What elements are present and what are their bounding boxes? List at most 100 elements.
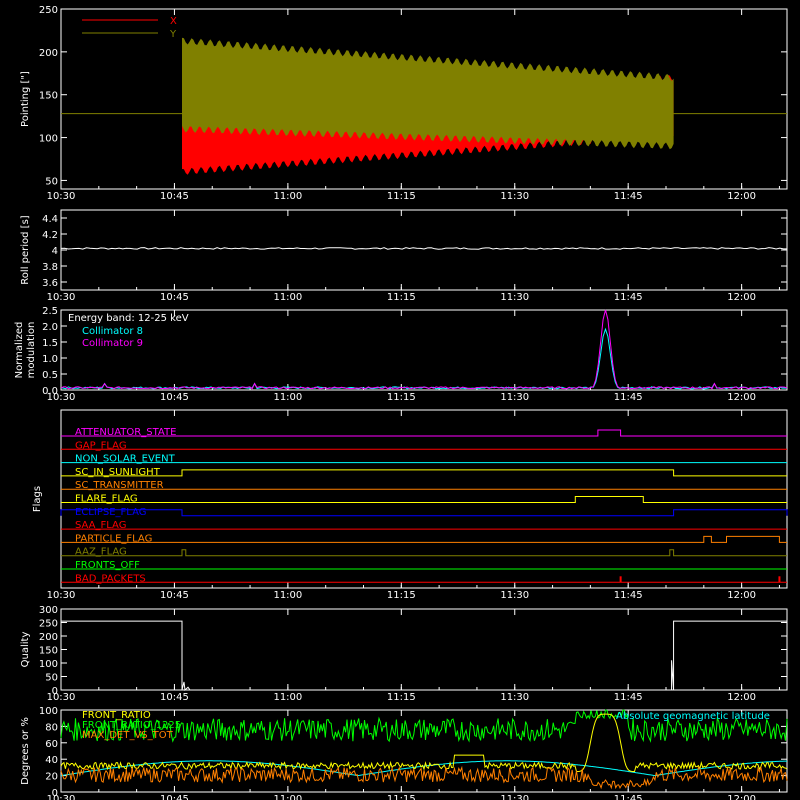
flag-label: BAD_PACKETS <box>75 573 146 584</box>
flag-label: ATTENUATOR_STATE <box>75 427 176 438</box>
y-tick-label: 1.0 <box>42 354 58 365</box>
flag-label: GAP_FLAG <box>75 440 127 451</box>
flag-line <box>61 496 787 503</box>
x-tick-label: 12:00 <box>727 692 756 703</box>
flag-label: AAZ_FLAG <box>75 547 127 558</box>
x-tick-label: 11:15 <box>387 692 416 703</box>
flag-line <box>61 469 787 477</box>
y-tick-label: 100 <box>39 706 58 717</box>
legend-label: Absolute geomagnetic latitude <box>616 711 770 722</box>
flag-label: NON_SOLAR_EVENT <box>75 454 176 465</box>
x-tick-label: 11:00 <box>273 292 302 303</box>
y-tick-label: 300 <box>39 605 58 616</box>
x-tick-label: 10:45 <box>160 292 189 303</box>
y-tick-label: 2.0 <box>42 322 58 333</box>
y-axis-label: Quality <box>20 632 31 668</box>
panel-frame-1 <box>60 8 788 190</box>
y-axis-label: Degrees or % <box>20 717 31 785</box>
x-tick-label: 11:15 <box>387 292 416 303</box>
x-tick-label: 11:00 <box>273 692 302 703</box>
y-axis-label: Normalized <box>14 322 25 379</box>
legend-label: X <box>170 16 177 27</box>
y-axis-label: Flags <box>32 486 43 512</box>
x-tick-label: 10:45 <box>160 794 189 800</box>
front-ratio-1225-line <box>60 709 788 743</box>
x-tick-label: 12:00 <box>727 794 756 800</box>
x-tick-label: 10:30 <box>47 392 76 403</box>
pointing-series-y <box>182 37 674 150</box>
x-tick-label: 11:15 <box>387 590 416 601</box>
x-tick-label: 11:45 <box>614 191 643 202</box>
flag-line <box>61 429 787 437</box>
x-tick-label: 11:00 <box>273 191 302 202</box>
y-axis-label: Pointing ["] <box>20 71 31 127</box>
y-tick-label: 0.0 <box>42 386 58 397</box>
y-tick-label: 1.5 <box>42 338 58 349</box>
y-tick-label: 50 <box>45 176 58 187</box>
roll-period-line <box>60 247 787 250</box>
x-tick-label: 11:30 <box>500 392 529 403</box>
legend-label: Y <box>169 29 177 40</box>
x-tick-label: 12:00 <box>727 191 756 202</box>
y-tick-label: 200 <box>39 48 58 59</box>
x-tick-label: 12:00 <box>727 392 756 403</box>
legend-label: Collimator 9 <box>82 338 143 349</box>
flag-line <box>60 509 788 517</box>
x-tick-label: 11:30 <box>500 794 529 800</box>
y-tick-label: 0.5 <box>42 370 58 381</box>
x-tick-label: 10:45 <box>160 191 189 202</box>
x-tick-label: 11:00 <box>273 392 302 403</box>
legend-label: FRONT_RATIO <box>82 710 151 721</box>
modulation-series-1 <box>60 309 788 390</box>
x-tick-label: 11:45 <box>614 590 643 601</box>
x-tick-label: 11:30 <box>500 590 529 601</box>
x-tick-label: 11:15 <box>387 191 416 202</box>
x-tick-label: 11:45 <box>614 692 643 703</box>
y-tick-label: 150 <box>39 91 58 102</box>
y-tick-label: 80 <box>45 722 58 733</box>
x-tick-label: 11:30 <box>500 191 529 202</box>
y-tick-label: 40 <box>45 755 58 766</box>
max-det-vs-tot-line <box>60 765 788 790</box>
panel-frame-3 <box>60 309 788 391</box>
x-tick-label: 11:15 <box>387 392 416 403</box>
x-tick-label: 10:30 <box>47 794 76 800</box>
legend-label: FRONT_RATIO_1225 <box>82 720 181 731</box>
x-tick-label: 10:45 <box>160 590 189 601</box>
x-tick-label: 12:00 <box>727 292 756 303</box>
modulation-series-0 <box>60 327 788 390</box>
legend-label: Collimator 8 <box>82 326 143 337</box>
flag-label: SAA_FLAG <box>75 520 126 531</box>
y-tick-label: 60 <box>45 739 58 750</box>
y-tick-label: 200 <box>39 632 58 643</box>
x-tick-label: 11:45 <box>614 794 643 800</box>
x-tick-label: 10:30 <box>47 692 76 703</box>
panel-frame-4 <box>60 409 788 589</box>
x-tick-label: 12:00 <box>727 590 756 601</box>
y-tick-label: 250 <box>39 5 58 16</box>
legend-label: MAX_DET_VS_TOT <box>82 730 174 741</box>
y-tick-label: 150 <box>39 646 58 657</box>
y-tick-label: 250 <box>39 619 58 630</box>
x-tick-label: 11:15 <box>387 794 416 800</box>
y-tick-label: 100 <box>39 659 58 670</box>
y-tick-label: 20 <box>45 772 58 783</box>
flag-line <box>61 535 787 543</box>
y-tick-label: 100 <box>39 134 58 145</box>
flag-label: FRONTS_OFF <box>75 560 140 571</box>
panel-frame-6 <box>60 709 788 793</box>
y-tick-label: 4 <box>52 246 58 257</box>
quality-line <box>61 620 787 692</box>
x-tick-label: 11:30 <box>500 292 529 303</box>
y-tick-label: 2.5 <box>42 306 58 317</box>
flag-label: ECLIPSE_FLAG <box>75 507 146 518</box>
y-tick-label: 0 <box>52 686 58 697</box>
y-axis-label: modulation <box>26 322 37 379</box>
x-tick-label: 10:30 <box>47 191 76 202</box>
x-tick-label: 10:30 <box>47 292 76 303</box>
x-tick-label: 10:45 <box>160 392 189 403</box>
x-tick-label: 11:00 <box>273 794 302 800</box>
x-tick-label: 10:30 <box>47 590 76 601</box>
y-tick-label: 3.8 <box>42 262 58 273</box>
